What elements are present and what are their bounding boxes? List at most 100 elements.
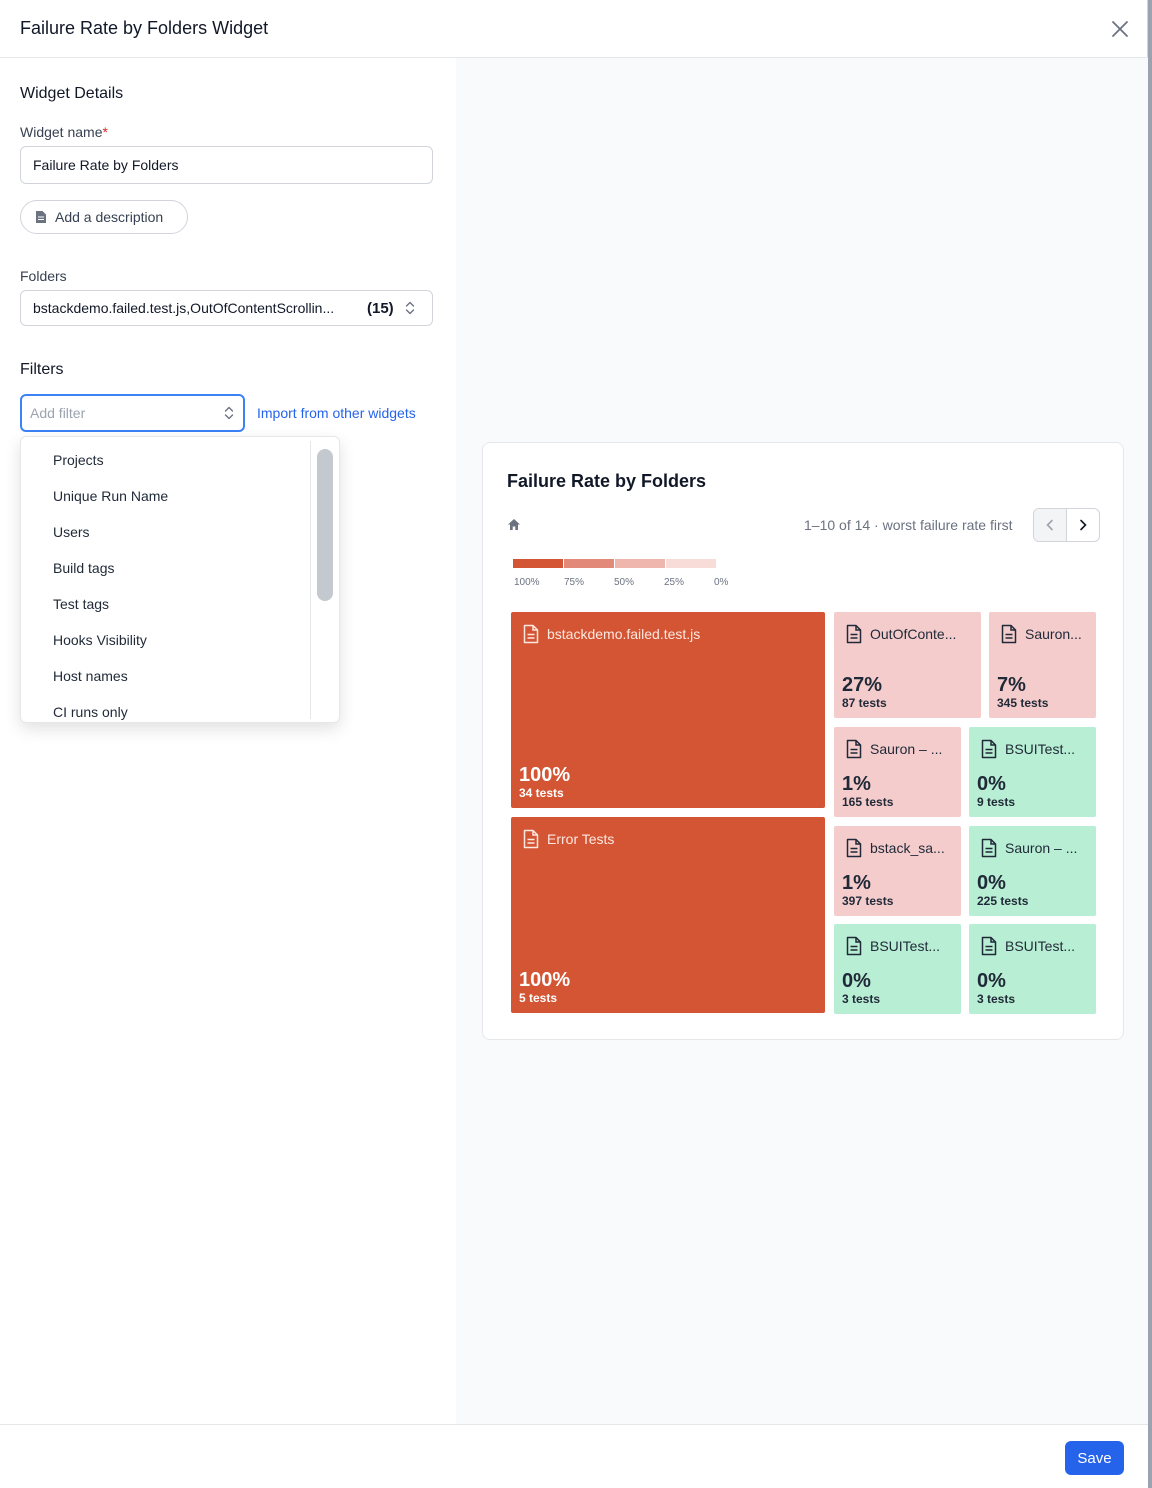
file-icon [846,936,862,956]
legend-swatch [666,559,717,568]
file-icon [981,936,997,956]
treemap-tile[interactable]: bstack_sa... 1% 397 tests [834,826,961,916]
widget-name-label: Widget name* [20,124,108,140]
add-description-label: Add a description [55,209,164,225]
tile-name: OutOfConte... [870,626,957,642]
document-icon [36,211,46,223]
tile-name: Sauron... [1025,626,1082,642]
treemap-tile[interactable]: Sauron – ... 1% 165 tests [834,727,961,817]
chevron-right-icon [1079,519,1087,531]
home-icon [508,519,520,530]
tile-name: Sauron – ... [870,741,943,757]
treemap-tile[interactable]: Sauron – ... 0% 225 tests [969,826,1096,916]
tile-failure-rate: 0% [977,872,1006,894]
tile-test-count: 87 tests [842,696,887,710]
treemap-tile[interactable]: BSUITest... 0% 9 tests [969,727,1096,817]
dropdown-scroll-track [310,441,311,719]
filter-option-test-tags[interactable]: Test tags [53,596,110,612]
file-icon [981,739,997,759]
treemap-tile[interactable]: OutOfConte... 27% 87 tests [834,612,981,718]
filter-option-host-names[interactable]: Host names [53,668,128,684]
filter-option-users[interactable]: Users [53,524,90,540]
tile-failure-rate: 0% [977,773,1006,795]
legend-swatch [513,559,564,568]
treemap-tile[interactable]: BSUITest... 0% 3 tests [834,924,961,1014]
tile-name: bstackdemo.failed.test.js [547,626,701,642]
modal-title: Failure Rate by Folders Widget [20,18,269,38]
filter-option-ci-runs-only[interactable]: CI runs only [53,704,128,720]
tile-failure-rate: 27% [842,674,883,696]
tile-label: bstackdemo.failed.test.js [523,624,700,644]
treemap-tile[interactable]: Sauron... 7% 345 tests [989,612,1096,718]
modal-header: Failure Rate by Folders Widget [0,0,1148,58]
tile-test-count: 165 tests [842,795,894,809]
tile-test-count: 397 tests [842,894,894,908]
treemap-tile[interactable]: bstackdemo.failed.test.js 100% 34 tests [511,612,825,808]
add-filter-select[interactable]: Add filter [20,394,245,432]
filter-option-build-tags[interactable]: Build tags [53,560,115,576]
tile-label: Sauron... [1001,624,1082,644]
chevron-up-down-icon [405,301,414,315]
filter-dropdown-menu: Projects Unique Run Name Users Build tag… [20,436,340,723]
filters-heading: Filters [20,361,64,378]
file-icon [1001,624,1017,644]
legend-label: 50% [614,577,635,588]
tile-name: Error Tests [547,831,615,847]
tile-failure-rate: 0% [842,970,871,992]
next-page-button[interactable] [1067,509,1100,541]
tile-test-count: 3 tests [842,992,881,1006]
tile-label: OutOfConte... [846,624,956,644]
file-icon [523,624,539,644]
folders-count: (15) [367,299,394,317]
file-icon [846,739,862,759]
close-button[interactable] [1108,17,1132,41]
color-scale-legend [513,559,717,568]
tile-label: Sauron – ... [846,739,942,759]
add-description-button[interactable]: Add a description [20,200,188,234]
tile-failure-rate: 0% [977,970,1006,992]
tile-test-count: 3 tests [977,992,1016,1006]
legend-label: 100% [514,577,540,588]
tile-label: BSUITest... [981,936,1075,956]
pagination-controls [1033,508,1100,542]
filter-option-projects[interactable]: Projects [53,452,104,468]
chart-preview-card: Failure Rate by Folders 1–10 of 14 · wor… [482,442,1124,1040]
tile-test-count: 9 tests [977,795,1016,809]
tile-label: BSUITest... [846,936,940,956]
tile-failure-rate: 100% [519,764,571,786]
tile-label: BSUITest... [981,739,1075,759]
tile-label: Error Tests [523,829,614,849]
legend-swatch [564,559,615,568]
chevron-left-icon [1046,519,1053,531]
treemap-tile[interactable]: BSUITest... 0% 3 tests [969,924,1096,1014]
file-icon [981,838,997,858]
treemap-tile[interactable]: Error Tests 100% 5 tests [511,817,825,1013]
file-icon [846,624,862,644]
legend-label: 25% [664,577,685,588]
filter-option-unique-run-name[interactable]: Unique Run Name [53,488,169,504]
chart-title: Failure Rate by Folders [507,471,707,491]
chevron-up-down-icon [224,406,234,420]
tile-test-count: 345 tests [997,696,1049,710]
previous-page-button[interactable] [1034,509,1067,541]
file-icon [523,829,539,849]
window-edge [1148,0,1152,1488]
tile-name: Sauron – ... [1005,840,1078,856]
file-icon [846,838,862,858]
home-breadcrumb[interactable] [507,518,521,536]
import-from-widgets-link[interactable]: Import from other widgets [257,405,416,421]
tile-test-count: 34 tests [519,786,564,800]
legend-swatch [615,559,666,568]
folders-select[interactable]: bstackdemo.failed.test.js,OutOfContentSc… [20,290,433,326]
widget-details-heading: Widget Details [20,85,124,102]
widget-name-input[interactable]: Failure Rate by Folders [20,146,433,184]
filter-option-hooks-visibility[interactable]: Hooks Visibility [53,632,147,648]
tile-label: Sauron – ... [981,838,1077,858]
close-icon [1112,21,1128,37]
tile-failure-rate: 7% [997,674,1026,696]
dropdown-scrollbar[interactable] [317,449,333,601]
modal-footer: Save [0,1424,1148,1488]
add-filter-placeholder: Add filter [30,405,86,421]
save-button[interactable]: Save [1065,1441,1124,1475]
tile-name: BSUITest... [1005,741,1076,757]
